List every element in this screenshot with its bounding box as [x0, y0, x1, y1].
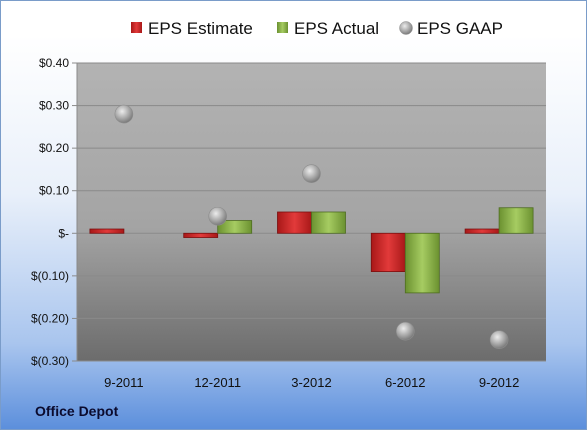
eps-estimate-bar — [89, 228, 125, 234]
y-tick-label: $(0.20) — [31, 311, 69, 325]
eps-actual-bar — [404, 232, 440, 294]
eps-gaap-point — [208, 206, 227, 226]
x-category-label: 9-2011 — [104, 375, 144, 390]
x-category-label: 6-2012 — [385, 375, 425, 390]
y-tick-label: $0.10 — [39, 184, 69, 198]
x-category-label: 9-2012 — [479, 375, 519, 390]
y-tick-label: $(0.30) — [31, 354, 69, 368]
eps-gaap-point — [114, 104, 134, 124]
eps-gaap-point — [489, 330, 509, 350]
y-tick-label: $- — [58, 226, 69, 240]
legend-swatch — [131, 22, 142, 33]
legend-swatch — [277, 22, 288, 33]
eps-estimate-bar — [464, 228, 500, 234]
eps-estimate-bar — [183, 232, 219, 238]
legend-label: EPS Actual — [294, 19, 379, 38]
y-tick-label: $(0.10) — [31, 269, 69, 283]
eps-actual-bar — [498, 207, 534, 234]
y-tick-label: $0.30 — [39, 99, 69, 113]
eps-estimate-bar — [370, 232, 406, 273]
eps-gaap-point — [395, 321, 415, 341]
y-tick-label: $0.20 — [39, 141, 69, 155]
x-category-label: 3-2012 — [291, 375, 331, 390]
eps-gaap-point — [302, 164, 321, 183]
company-label: Office Depot — [35, 403, 119, 419]
legend-label: EPS Estimate — [148, 19, 253, 38]
y-tick-label: $0.40 — [39, 56, 69, 70]
legend-swatch — [399, 21, 413, 35]
eps-actual-bar — [217, 220, 253, 234]
x-category-label: 12-2011 — [194, 375, 241, 390]
eps-estimate-bar — [277, 211, 312, 234]
legend-label: EPS GAAP — [417, 19, 503, 38]
eps-actual-bar — [311, 211, 346, 234]
